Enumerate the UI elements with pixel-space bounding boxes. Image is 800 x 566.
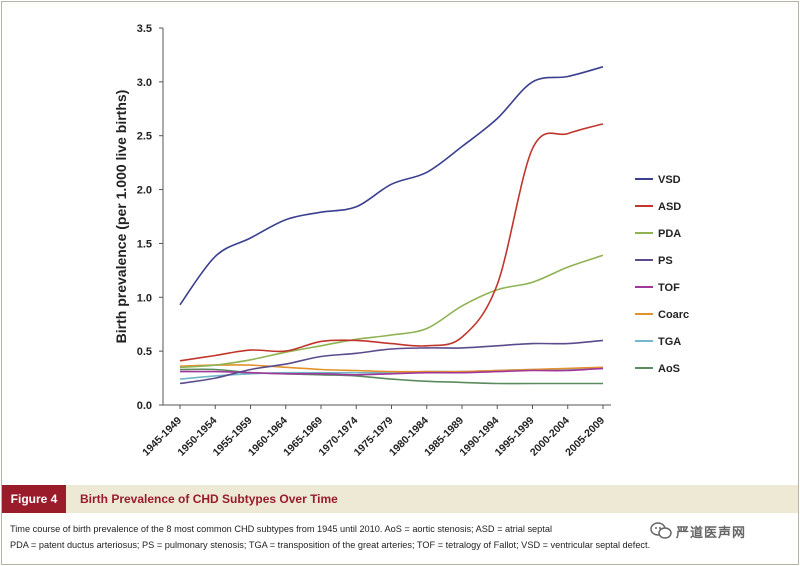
watermark: 严道医声网 [646, 520, 778, 542]
figure-title: Birth Prevalence of CHD Subtypes Over Ti… [80, 492, 338, 506]
y-axis-label: Birth prevalence (per 1.000 live births) [113, 90, 129, 344]
legend-label-pda: PDA [658, 228, 681, 240]
series-line-ps [179, 339, 604, 385]
y-tick-label: 3.0 [137, 77, 152, 89]
y-tick-label: 2.5 [137, 131, 152, 143]
chart-axes: 0.00.51.01.52.02.53.03.51945-19491950-19… [113, 23, 611, 459]
series-line-coarc [179, 364, 604, 373]
figure-caption: Time course of birth prevalence of the 8… [10, 521, 790, 553]
figure-header-bar [2, 485, 798, 513]
y-tick-label: 1.5 [137, 238, 152, 250]
figure-label: Figure 4 [2, 485, 66, 513]
y-tick-label: 2.0 [137, 185, 152, 197]
chart-series [179, 66, 604, 385]
legend-label-coarc: Coarc [658, 309, 689, 321]
y-tick-label: 1.0 [137, 292, 152, 304]
caption-line-1: Time course of birth prevalence of the 8… [10, 524, 552, 534]
legend-label-asd: ASD [658, 201, 681, 213]
legend-label-tga: TGA [658, 336, 681, 348]
chart-legend: VSD ASD PDA PS TOF Coarc TGA AoS [635, 174, 689, 375]
series-line-asd [179, 123, 604, 362]
legend-label-tof: TOF [658, 282, 680, 294]
wechat-icon [650, 522, 672, 539]
caption-line-2: PDA = patent ductus arteriosus; PS = pul… [10, 540, 651, 550]
series-line-tof [179, 367, 604, 376]
y-tick-label: 0.5 [137, 346, 152, 358]
series-line-vsd [179, 66, 604, 306]
y-tick-label: 0.0 [137, 400, 152, 412]
line-chart: 0.00.51.01.52.02.53.03.51945-19491950-19… [113, 23, 689, 459]
watermark-text: 严道医声网 [676, 524, 747, 540]
series-line-pda [179, 254, 604, 369]
legend-label-ps: PS [658, 255, 673, 267]
y-tick-label: 3.5 [137, 23, 152, 35]
legend-label-aos: AoS [658, 363, 680, 375]
legend-label-vsd: VSD [658, 174, 681, 186]
